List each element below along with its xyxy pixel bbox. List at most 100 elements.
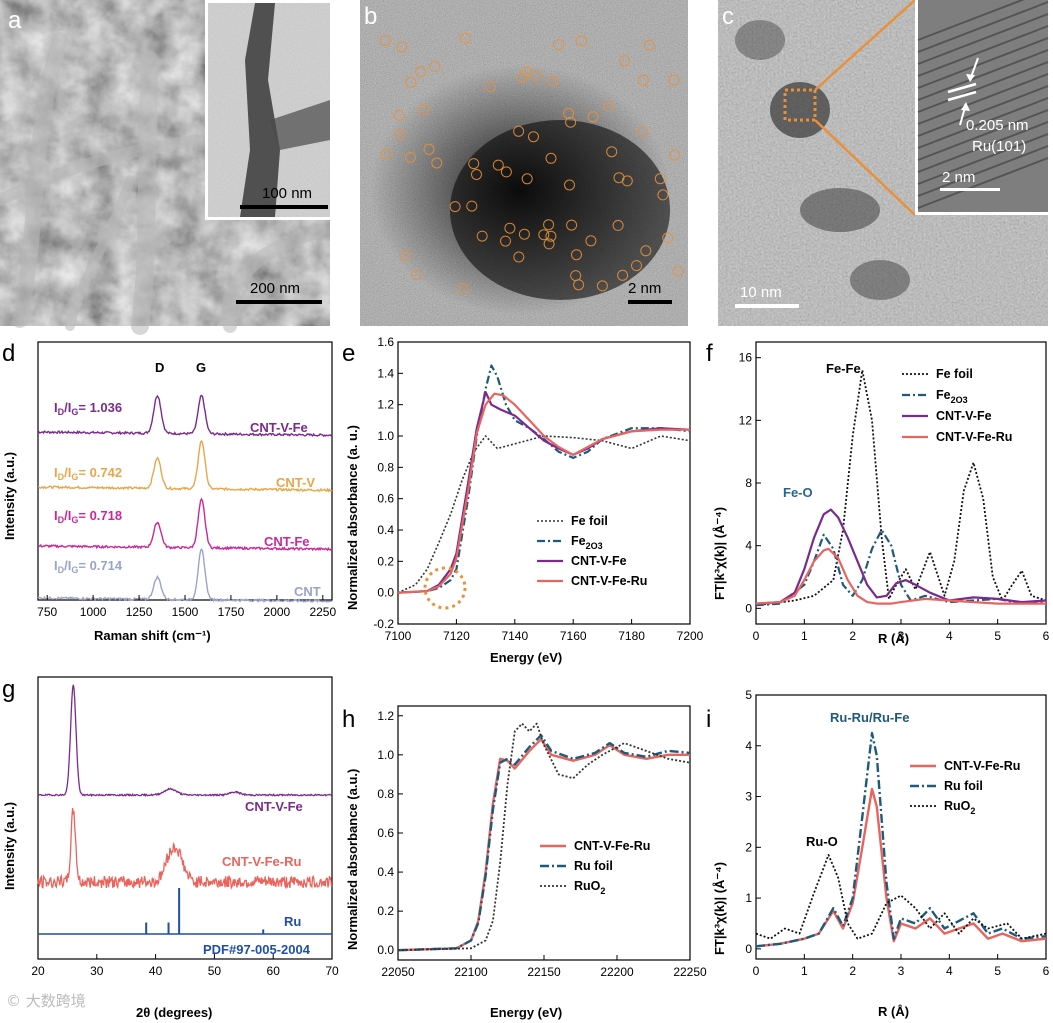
x-axis-label-d: Raman shift (cm⁻¹) <box>94 628 211 643</box>
x-tick-label: 50 <box>208 964 222 978</box>
atom-marker <box>513 251 525 263</box>
atom-marker <box>668 74 680 86</box>
peak-label-D: D <box>155 360 164 375</box>
x-axis-label-e: Energy (eV) <box>490 650 562 665</box>
series-label-g-cnt-v-fe: CNT-V-Fe <box>245 799 303 814</box>
x-ticks-g: 20 30 40 50 60 70 <box>31 954 339 978</box>
y-tick-label: 0.2 <box>377 904 394 918</box>
panel-label-g: g <box>2 676 15 703</box>
x-tick-label: 40 <box>149 964 163 978</box>
x-tick-label: 1 <box>801 964 808 978</box>
y-axis-label-h: Normalized absorbance (a.u.) <box>345 769 360 950</box>
series-line-CNT-V-Fe-Ru <box>397 392 690 594</box>
series-label-cnt-fe: CNT-Fe <box>264 534 310 549</box>
y-axis-label-f: FT|k³χ(k)| (Å⁻⁴) <box>712 507 727 600</box>
legend-entry: Fe2O3 <box>571 534 603 551</box>
y-tick-label: 0.4 <box>377 865 394 879</box>
atom-marker <box>672 265 684 277</box>
single-atom-markers <box>379 32 684 294</box>
x-tick-label: 70 <box>325 964 339 978</box>
ratio-cnt-v: ID/IG= 0.742 <box>54 465 122 482</box>
plot-frame-e <box>397 341 691 625</box>
atom-marker <box>459 32 471 44</box>
atom-marker <box>471 169 482 180</box>
micrograph-b: 2 nm b <box>360 0 688 326</box>
y-tick-label: 1.0 <box>377 429 394 443</box>
legend-entry: Ru foil <box>944 779 983 793</box>
series-line-Ru foil <box>755 731 1047 948</box>
y-tick-label: 0.2 <box>377 554 394 568</box>
atom-marker <box>654 173 666 185</box>
x-tick-label: 22200 <box>600 965 634 979</box>
x-ticks-d: 750 1000 1250 1500 1750 2000 2250 <box>37 595 336 619</box>
atom-marker <box>565 116 577 128</box>
series-group-e <box>397 364 691 594</box>
legend-entry: CNT-V-Fe <box>571 554 627 568</box>
chart-i-ru-exafs: i 0 1 2 3 4 5 6 0 1 2 3 4 5 Ru-Ru/Ru-Fe Ru-O CNT-V-F… <box>706 688 1050 1019</box>
annotation-fe-fe: Fe-Fe <box>826 361 861 376</box>
series-group-f <box>755 369 1047 607</box>
x-tick-label: 5 <box>994 964 1001 978</box>
y-tick-label: 2 <box>745 840 752 854</box>
x-tick-label: 2 <box>849 629 856 643</box>
x-tick-label: 6 <box>1043 629 1050 643</box>
y-tick-label: 1 <box>745 891 752 905</box>
legend-h: CNT-V-Fe-Ru Ru foil RuO2 <box>540 839 650 896</box>
legend-e: Fe foil Fe2O3 CNT-V-Fe CNT-V-Fe-Ru <box>537 514 647 588</box>
x-tick-label: 2 <box>849 964 856 978</box>
y-tick-label: 0.6 <box>377 826 394 840</box>
atom-marker <box>521 173 533 185</box>
x-axis-label-h: Energy (eV) <box>490 1005 562 1020</box>
panel-label-i: i <box>706 706 711 733</box>
legend-i: CNT-V-Fe-Ru Ru foil RuO2 <box>910 759 1020 816</box>
atom-marker <box>657 189 669 201</box>
ratio-cnt-fe: ID/IG= 0.718 <box>54 508 122 525</box>
atom-marker <box>380 148 392 160</box>
x-tick-label: 0 <box>753 629 760 643</box>
atom-marker <box>404 151 416 163</box>
micrograph-a: 100 nm 200 nm a <box>0 0 330 335</box>
x-tick-label: 1250 <box>126 605 153 619</box>
atom-marker <box>394 129 406 140</box>
plot-frame-g <box>37 676 333 960</box>
atom-marker <box>466 200 478 212</box>
scale-label-c-inset: 2 nm <box>942 169 975 186</box>
lattice-spacing: 0.205 nm <box>966 117 1029 134</box>
legend-entry: RuO2 <box>944 799 975 816</box>
ticks-i: 0 1 2 3 4 5 6 0 1 2 3 4 5 <box>745 688 1049 978</box>
pre-edge-highlight <box>423 566 467 610</box>
x-axis-label-i: R (Å) <box>878 1004 909 1019</box>
atom-marker <box>500 166 512 178</box>
atom-marker <box>423 143 435 155</box>
atom-marker <box>587 111 599 123</box>
atom-marker <box>429 60 441 72</box>
x-tick-label: 3 <box>898 629 905 643</box>
atom-marker <box>476 230 488 242</box>
y-tick-label: 4 <box>745 739 752 753</box>
legend-entry: Fe foil <box>936 367 973 381</box>
y-tick-label: 5 <box>745 688 752 702</box>
atom-marker <box>563 108 575 119</box>
x-tick-label: 22050 <box>381 965 415 979</box>
y-tick-label: 1.4 <box>377 366 394 380</box>
x-tick-label: 7100 <box>385 629 412 643</box>
atom-marker <box>485 81 496 93</box>
panel-label-h: h <box>342 706 355 733</box>
atom-marker <box>603 100 615 112</box>
atom-marker <box>571 249 582 261</box>
atom-marker <box>379 35 391 47</box>
x-tick-label: 0 <box>753 964 760 978</box>
y-tick-label: 4 <box>745 539 752 553</box>
atom-marker <box>669 149 681 161</box>
atom-marker <box>662 232 674 244</box>
legend-entry: CNT-V-Fe-Ru <box>936 430 1012 444</box>
series-line-Fe2O3 <box>397 364 691 594</box>
x-tick-label: 5 <box>994 629 1001 643</box>
atom-marker <box>570 270 582 282</box>
x-tick-label: 2000 <box>264 605 291 619</box>
series-line-CNT-V-Fe-Ru <box>37 807 333 890</box>
atom-marker <box>575 35 587 47</box>
legend-entry: CNT-V-Fe-Ru <box>574 839 650 853</box>
